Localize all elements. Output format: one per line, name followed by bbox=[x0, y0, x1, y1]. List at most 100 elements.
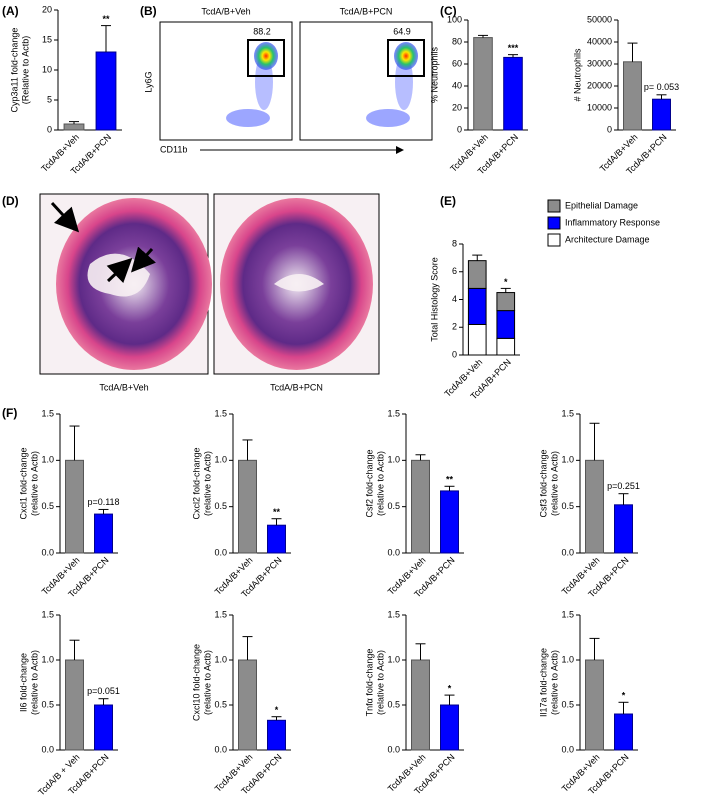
y-axis-label: (Relative to Actb) bbox=[20, 36, 30, 105]
y-tick-label: 20000 bbox=[587, 80, 612, 90]
lumen bbox=[274, 274, 324, 292]
y-axis-label: # Neutrophils bbox=[572, 48, 582, 102]
panel-label: (F) bbox=[2, 406, 17, 420]
y-tick-label: 0.0 bbox=[561, 547, 574, 557]
significance-label: * bbox=[448, 683, 452, 693]
cell-population bbox=[226, 109, 270, 127]
y-axis-label: Total Histology Score bbox=[429, 257, 439, 342]
bar-segment bbox=[467, 287, 487, 325]
legend-label: Epithelial Damage bbox=[565, 200, 638, 210]
bar bbox=[503, 56, 523, 131]
gate bbox=[247, 39, 285, 77]
bar bbox=[238, 459, 257, 554]
panel-label: (E) bbox=[440, 194, 456, 208]
bar bbox=[652, 98, 671, 131]
bar bbox=[267, 524, 286, 554]
plot-title: TcdA/B+Veh bbox=[201, 6, 250, 16]
y-tick-label: 1.5 bbox=[214, 609, 227, 619]
legend-swatch bbox=[547, 216, 561, 230]
y-tick-label: 1.0 bbox=[561, 654, 574, 664]
y-tick-label: 0.5 bbox=[561, 699, 574, 709]
y-tick-label: 0.0 bbox=[214, 744, 227, 754]
y-tick-label: 5 bbox=[47, 94, 52, 104]
y-axis-label: % Neutrophils bbox=[429, 46, 439, 103]
y-tick-label: 1.5 bbox=[387, 609, 400, 619]
bar bbox=[411, 659, 430, 751]
y-tick-label: 1.0 bbox=[387, 455, 400, 465]
cell-population bbox=[366, 109, 410, 127]
gate-percent: 64.9 bbox=[393, 26, 411, 36]
y-tick-label: 1.5 bbox=[41, 408, 54, 418]
y-tick-label: 0.5 bbox=[387, 699, 400, 709]
significance-label: * bbox=[504, 277, 508, 287]
y-tick-label: 40000 bbox=[587, 36, 612, 46]
cell-population bbox=[394, 42, 418, 70]
bar-segment bbox=[467, 323, 487, 356]
y-tick-label: 1.5 bbox=[41, 609, 54, 619]
y-axis-label: Il6 fold-change bbox=[18, 653, 28, 712]
y-axis-label: Csf2 fold-change bbox=[364, 449, 374, 517]
significance-label: *** bbox=[508, 43, 519, 53]
y-tick-label: 0.5 bbox=[214, 699, 227, 709]
bar-segment bbox=[496, 310, 516, 339]
y-axis-label: (relative to Actb) bbox=[29, 451, 39, 516]
y-axis-label: (relative to Actb) bbox=[375, 451, 385, 516]
panel-label: (C) bbox=[440, 4, 457, 18]
y-tick-label: 0.0 bbox=[41, 744, 54, 754]
y-tick-label: 0.5 bbox=[387, 501, 400, 511]
y-tick-label: 1.0 bbox=[561, 455, 574, 465]
y-tick-label: 0 bbox=[457, 124, 462, 134]
y-axis-label: (relative to Actb) bbox=[202, 650, 212, 715]
bar bbox=[65, 459, 84, 554]
y-tick-label: 0 bbox=[607, 124, 612, 134]
y-tick-label: 1.0 bbox=[387, 654, 400, 664]
plot-frame bbox=[299, 21, 433, 141]
significance-label: ** bbox=[102, 14, 110, 24]
bar bbox=[267, 719, 286, 751]
y-tick-label: 1.5 bbox=[387, 408, 400, 418]
bar bbox=[94, 513, 113, 554]
y-axis-label: Il17a fold-change bbox=[538, 648, 548, 717]
x-axis-label: CD11b bbox=[160, 144, 187, 154]
significance-label: * bbox=[622, 691, 626, 701]
bar bbox=[65, 659, 84, 751]
arrow bbox=[50, 201, 80, 233]
panel-label: (B) bbox=[140, 4, 157, 18]
y-tick-label: 20 bbox=[42, 4, 52, 14]
bar bbox=[614, 713, 633, 751]
y-tick-label: 30000 bbox=[587, 58, 612, 68]
gate bbox=[387, 39, 425, 77]
y-tick-label: 6 bbox=[452, 266, 457, 276]
y-tick-label: 50000 bbox=[587, 14, 612, 24]
y-tick-label: 20 bbox=[452, 102, 462, 112]
y-tick-label: 40 bbox=[452, 80, 462, 90]
bar-segment bbox=[496, 337, 516, 356]
y-tick-label: 10000 bbox=[587, 102, 612, 112]
significance-label: p=0.251 bbox=[607, 481, 640, 491]
bar bbox=[614, 504, 633, 554]
y-axis-label: (relative to Actb) bbox=[549, 451, 559, 516]
legend-label: Inflammatory Response bbox=[565, 217, 660, 227]
significance-label: p= 0.053 bbox=[644, 82, 679, 92]
arrow bbox=[106, 257, 133, 284]
cell-population bbox=[254, 42, 278, 70]
y-tick-label: 100 bbox=[447, 14, 462, 24]
significance-label: ** bbox=[273, 507, 281, 517]
bar bbox=[623, 61, 642, 131]
y-tick-label: 1.5 bbox=[561, 408, 574, 418]
legend-label: Architecture Damage bbox=[565, 234, 650, 244]
bar bbox=[95, 51, 117, 131]
y-tick-label: 0 bbox=[452, 349, 457, 359]
y-tick-label: 8 bbox=[452, 238, 457, 248]
y-tick-label: 2 bbox=[452, 322, 457, 332]
bar bbox=[440, 704, 459, 751]
plot-frame bbox=[159, 21, 293, 141]
y-tick-label: 0.0 bbox=[41, 547, 54, 557]
y-tick-label: 0.0 bbox=[387, 547, 400, 557]
bar bbox=[585, 459, 604, 554]
y-axis-label: (relative to Actb) bbox=[549, 650, 559, 715]
bar bbox=[411, 459, 430, 554]
y-axis-label: Cxcl1 fold-change bbox=[18, 447, 28, 519]
bar bbox=[94, 704, 113, 751]
